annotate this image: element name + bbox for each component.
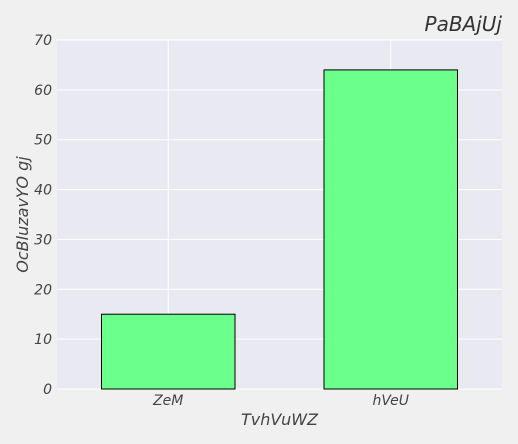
y-tick-label: 70 bbox=[34, 33, 52, 49]
y-tick-labels: 0 10 20 30 40 50 60 70 bbox=[34, 33, 52, 398]
y-tick-label: 60 bbox=[34, 83, 52, 99]
y-tick-label: 50 bbox=[34, 133, 52, 149]
y-tick-label: 30 bbox=[34, 232, 52, 248]
chart-title: PaBAjUj bbox=[425, 12, 503, 36]
bars bbox=[101, 69, 458, 390]
y-tick-label: 0 bbox=[43, 382, 52, 398]
x-axis-label: TvhVuWZ bbox=[241, 410, 319, 429]
bar-ZeM bbox=[101, 313, 236, 390]
x-tick-labels: ZeM hVeU bbox=[152, 393, 409, 409]
x-tick-label: ZeM bbox=[152, 393, 183, 409]
y-tick-label: 40 bbox=[34, 183, 52, 199]
y-tick-label: 20 bbox=[34, 282, 52, 298]
y-tick-label: 10 bbox=[34, 332, 52, 348]
x-tick-label: hVeU bbox=[373, 393, 410, 409]
y-axis-label: OcBluzavYO gj bbox=[13, 156, 32, 273]
bar-hVeU bbox=[323, 69, 458, 390]
